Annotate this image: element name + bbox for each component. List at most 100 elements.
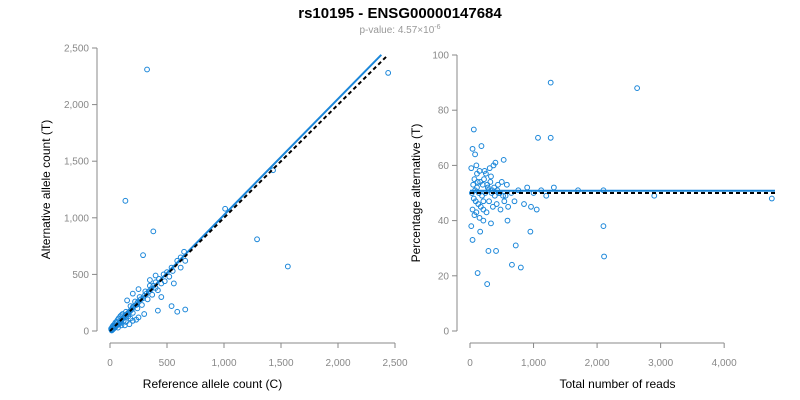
data-point [527, 228, 534, 235]
data-point [108, 326, 115, 333]
data-point [500, 192, 506, 199]
data-point [127, 315, 134, 322]
data-point [150, 228, 157, 235]
data-point [385, 70, 392, 76]
data-point [528, 203, 534, 210]
data-point [161, 278, 168, 285]
data-point [134, 305, 141, 312]
data-point [152, 272, 159, 279]
subtitle-exponent: -6 [434, 24, 440, 31]
y-tick-label: 100 [432, 51, 449, 62]
data-point [483, 209, 490, 216]
data-point [524, 184, 531, 191]
data-point [491, 192, 498, 199]
data-point [600, 223, 607, 230]
data-point [547, 134, 554, 141]
data-point [124, 297, 130, 304]
data-point [493, 201, 500, 207]
chart-title: rs10195 - ENSG00000147684 [298, 5, 502, 22]
x-axis-label: Reference allele count (C) [143, 377, 282, 391]
data-point [543, 192, 550, 199]
data-point [489, 203, 496, 210]
data-point [166, 273, 173, 280]
data-point [497, 206, 504, 213]
data-point [147, 277, 153, 283]
data-point [487, 179, 494, 185]
data-point [474, 179, 481, 185]
y-tick-label: 0 [83, 327, 89, 338]
panel-right: 0 20 40 60 80 100 0 1,000 2,000 3,000 4,000 Total n… [409, 51, 775, 391]
data-point [473, 209, 480, 216]
y-tick-label: 40 [438, 216, 450, 227]
data-point [147, 282, 153, 289]
data-point [495, 181, 501, 188]
data-point [118, 312, 125, 319]
y-tick-label: 1,500 [64, 157, 89, 168]
data-point [158, 294, 165, 300]
data-point [498, 179, 505, 185]
data-point [486, 165, 493, 172]
y-tick-label: 60 [438, 161, 450, 172]
data-point [469, 237, 476, 243]
subtitle-text: p-value: 4.57×10 [359, 25, 434, 36]
data-point [254, 236, 260, 243]
data-point [535, 134, 541, 141]
data-point [504, 217, 511, 224]
x-tick-label: 1,500 [268, 358, 293, 369]
data-point [129, 309, 136, 316]
data-point [144, 66, 150, 73]
panel-left: 0 500 1,000 1,500 2,000 2,500 0 500 1,000 1,500 2,… [39, 44, 408, 392]
data-point [479, 192, 485, 199]
data-point [168, 303, 175, 309]
data-point [470, 126, 477, 133]
data-point [474, 270, 481, 276]
data-point [501, 198, 508, 205]
data-point [533, 206, 540, 213]
data-point [490, 162, 497, 169]
data-point [133, 316, 140, 323]
data-point [651, 192, 658, 199]
data-point [486, 198, 492, 205]
data-point [140, 252, 146, 259]
data-point [135, 286, 142, 293]
data-point [141, 311, 148, 317]
y-axis-label: Percentage alternative (T) [409, 124, 423, 263]
x-tick-label: 2,000 [325, 358, 350, 369]
data-point [493, 248, 499, 254]
y-tick-label: 80 [438, 106, 450, 117]
x-tick-label: 3,000 [648, 358, 673, 369]
data-point [550, 184, 557, 191]
y-tick-label: 0 [443, 327, 449, 338]
data-point [182, 306, 189, 313]
x-tick-label: 2,000 [585, 358, 610, 369]
data-point [115, 324, 121, 331]
data-point [485, 248, 492, 254]
data-point [473, 162, 480, 169]
data-point [488, 220, 494, 227]
y-tick-label: 1,000 [64, 213, 89, 224]
y-tick-label: 2,500 [64, 44, 89, 55]
data-point [170, 280, 177, 287]
data-point [488, 173, 494, 180]
data-point [477, 179, 484, 185]
y-axis-label: Alternative allele count (T) [39, 120, 53, 259]
x-tick-label: 1,000 [211, 358, 236, 369]
x-tick-label: 0 [107, 358, 113, 369]
x-tick-label: 0 [467, 358, 473, 369]
data-point [144, 296, 151, 303]
x-axis-label: Total number of reads [559, 377, 675, 391]
data-point [547, 79, 554, 86]
data-point [284, 263, 291, 270]
data-point [512, 242, 519, 249]
x-tick-label: 500 [159, 358, 176, 369]
data-point [472, 151, 478, 158]
data-point [470, 181, 477, 188]
y-tick-label: 500 [72, 270, 89, 281]
y-tick-label: 2,000 [64, 100, 89, 111]
data-point [132, 298, 138, 305]
data-point [476, 214, 483, 221]
data-point [469, 145, 476, 152]
x-tick-label: 4,000 [712, 358, 737, 369]
data-point [174, 308, 181, 315]
chart-subtitle: p-value: 4.57×10-6 [359, 24, 440, 36]
